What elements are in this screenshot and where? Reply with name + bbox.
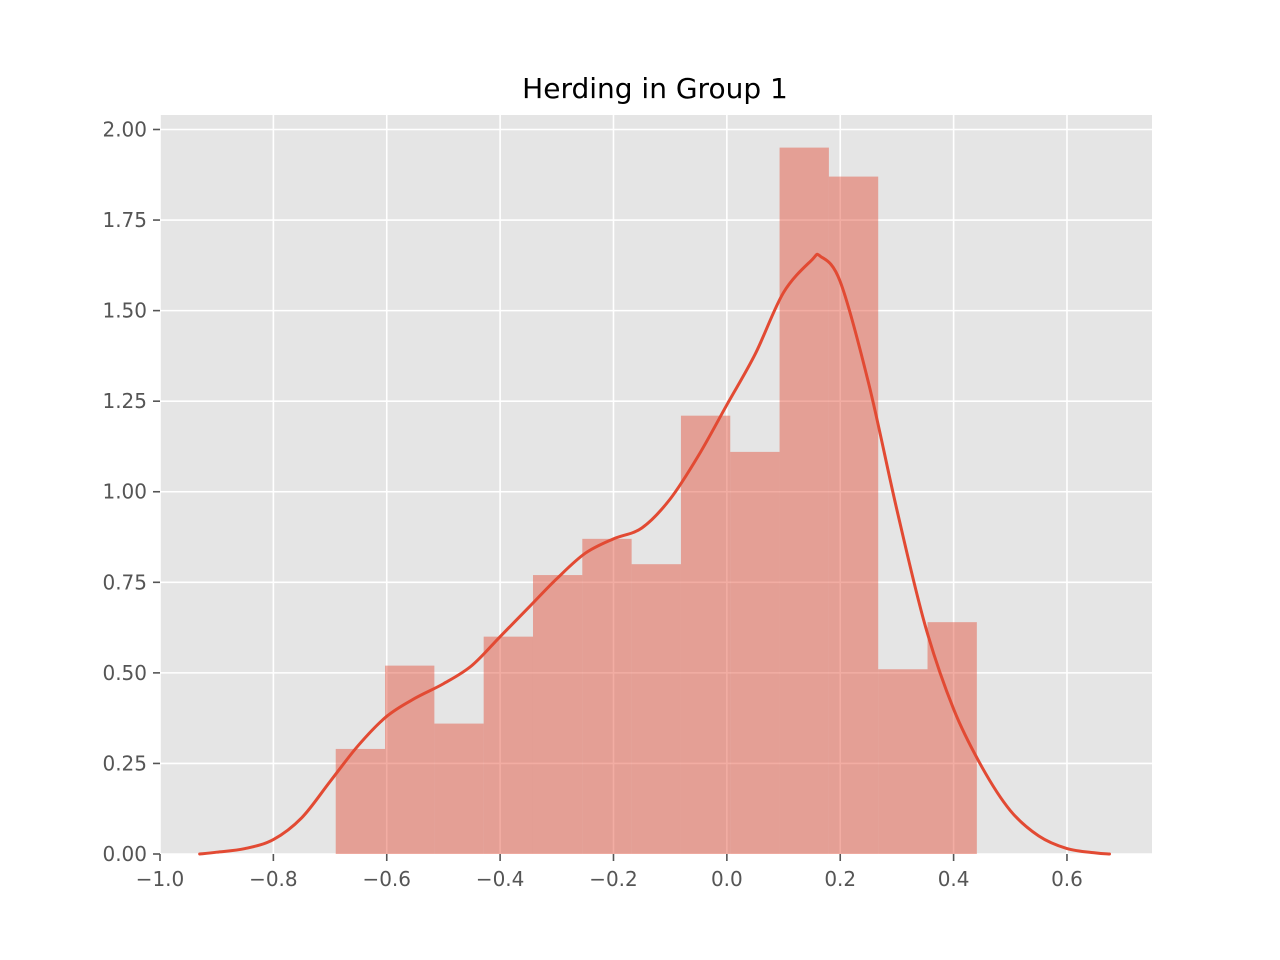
y-tick-label: 1.75	[102, 208, 147, 232]
histogram-bar	[532, 575, 583, 854]
x-tick-label: −0.4	[476, 867, 525, 891]
histogram-bar	[680, 415, 731, 854]
y-tick-label: 0.25	[102, 751, 147, 775]
x-tick-label: 0.2	[824, 867, 856, 891]
chart-title: Herding in Group 1	[522, 72, 788, 105]
y-tick-label: 1.00	[102, 480, 147, 504]
histogram-bar	[730, 451, 780, 854]
histogram-bars	[335, 147, 977, 855]
x-tick-label: 0.0	[711, 867, 743, 891]
x-tick-label: −0.2	[589, 867, 638, 891]
x-tick-label: −0.6	[362, 867, 411, 891]
histogram-bar	[878, 669, 928, 854]
plot-area	[160, 115, 1152, 854]
y-tick-label: 1.25	[102, 389, 147, 413]
histogram-bar	[828, 176, 879, 855]
histogram-bar	[582, 538, 632, 854]
x-gridlines	[159, 115, 1068, 854]
kde-line	[198, 252, 1111, 856]
y-gridlines	[160, 128, 1152, 855]
histogram-bar	[779, 147, 829, 855]
x-axis-ticks: −1.0 −0.8 −0.6 −0.4 −0.2 0.0 0.2 0.4 0.6	[136, 854, 1083, 891]
y-tick-label: 0.50	[102, 661, 147, 685]
y-tick-label: 0.75	[102, 570, 147, 594]
x-tick-label: −1.0	[136, 867, 185, 891]
y-tick-label: 2.00	[102, 117, 147, 141]
histogram-bar	[434, 723, 484, 854]
x-tick-label: −0.8	[249, 867, 298, 891]
histogram-bar	[385, 665, 435, 854]
histogram-bar	[335, 748, 386, 854]
y-tick-label: 1.50	[102, 299, 147, 323]
histogram-bar	[483, 636, 533, 854]
y-tick-label: 0.00	[102, 842, 147, 866]
y-axis-ticks: 0.00 0.25 0.50 0.75 1.00 1.25 1.50 1.75 2.00	[102, 117, 160, 866]
histogram-bar	[631, 564, 681, 854]
x-tick-label: 0.6	[1051, 867, 1083, 891]
x-tick-label: 0.4	[938, 867, 970, 891]
